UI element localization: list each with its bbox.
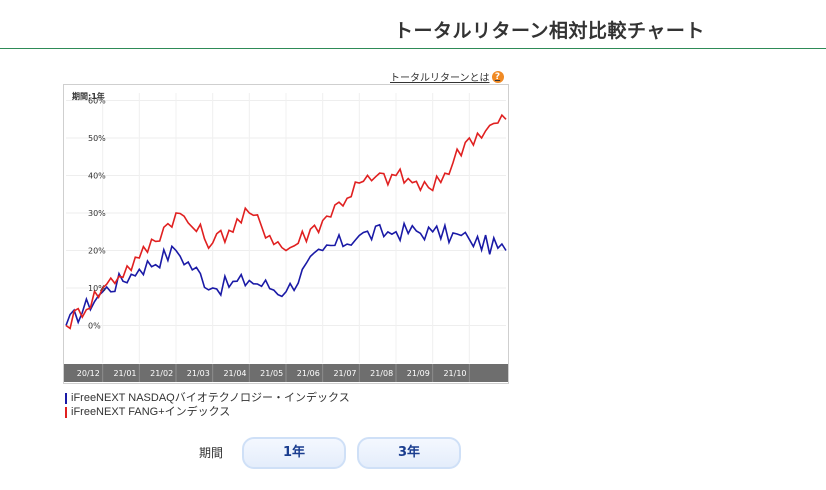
x-tick-label-4: 21/04 [223, 369, 246, 378]
x-tick-label-8: 21/08 [370, 369, 393, 378]
chart-svg: 0% 10% 20% 30% 40% 50% 60%期間:1年 20/12 21/01 21/02… [64, 91, 508, 382]
y-tick-label-0: 0% [88, 322, 101, 331]
chart-legend: iFreeNEXT NASDAQバイオテクノロジー・インデックス iFreeNE… [65, 391, 350, 419]
x-tick-label-0: 20/12 [77, 369, 100, 378]
x-tick-label-5: 21/05 [260, 369, 283, 378]
x-tick-label-3: 21/03 [187, 369, 210, 378]
header-divider [0, 48, 826, 49]
question-icon: ? [491, 70, 504, 83]
series-line-1 [65, 113, 507, 330]
x-tick-label-7: 21/07 [333, 369, 356, 378]
x-tick-label-6: 21/06 [297, 369, 320, 378]
total-return-help-link[interactable]: トータルリターンとは ? [390, 69, 504, 84]
y-tick-label-6: 60% [88, 97, 106, 106]
legend-item-fang: iFreeNEXT FANG+インデックス [65, 405, 350, 419]
legend-item-biotech: iFreeNEXT NASDAQバイオテクノロジー・インデックス [65, 391, 350, 405]
legend-swatch-biotech [65, 392, 67, 404]
legend-swatch-fang [65, 406, 67, 418]
x-tick-label-1: 21/01 [113, 369, 136, 378]
chart-period-label: 期間:1年 [72, 91, 105, 101]
page-title: トータルリターン相対比較チャート [394, 20, 705, 42]
return-comparison-chart: 0% 10% 20% 30% 40% 50% 60% 期間:1年 20/12 21/01 21/02… [63, 84, 509, 384]
period-1-year-button[interactable]: 1年 [242, 437, 346, 469]
y-tick-label-4: 40% [88, 172, 106, 181]
x-tick-label-10: 21/10 [443, 369, 466, 378]
legend-label-biotech: iFreeNEXT NASDAQバイオテクノロジー・インデックス [71, 392, 350, 404]
x-tick-label-9: 21/09 [407, 369, 430, 378]
legend-label-fang: iFreeNEXT FANG+インデックス [71, 406, 231, 418]
help-link-label: トータルリターンとは [390, 73, 490, 84]
series-line-0 [65, 220, 507, 326]
y-tick-label-1: 10% [88, 284, 106, 293]
period-3-year-button[interactable]: 3年 [357, 437, 461, 469]
period-label: 期間 [199, 446, 224, 460]
y-tick-label-5: 50% [88, 134, 106, 143]
y-tick-label-3: 30% [88, 209, 106, 218]
y-tick-label-2: 20% [88, 247, 106, 256]
x-tick-label-2: 21/02 [150, 369, 173, 378]
